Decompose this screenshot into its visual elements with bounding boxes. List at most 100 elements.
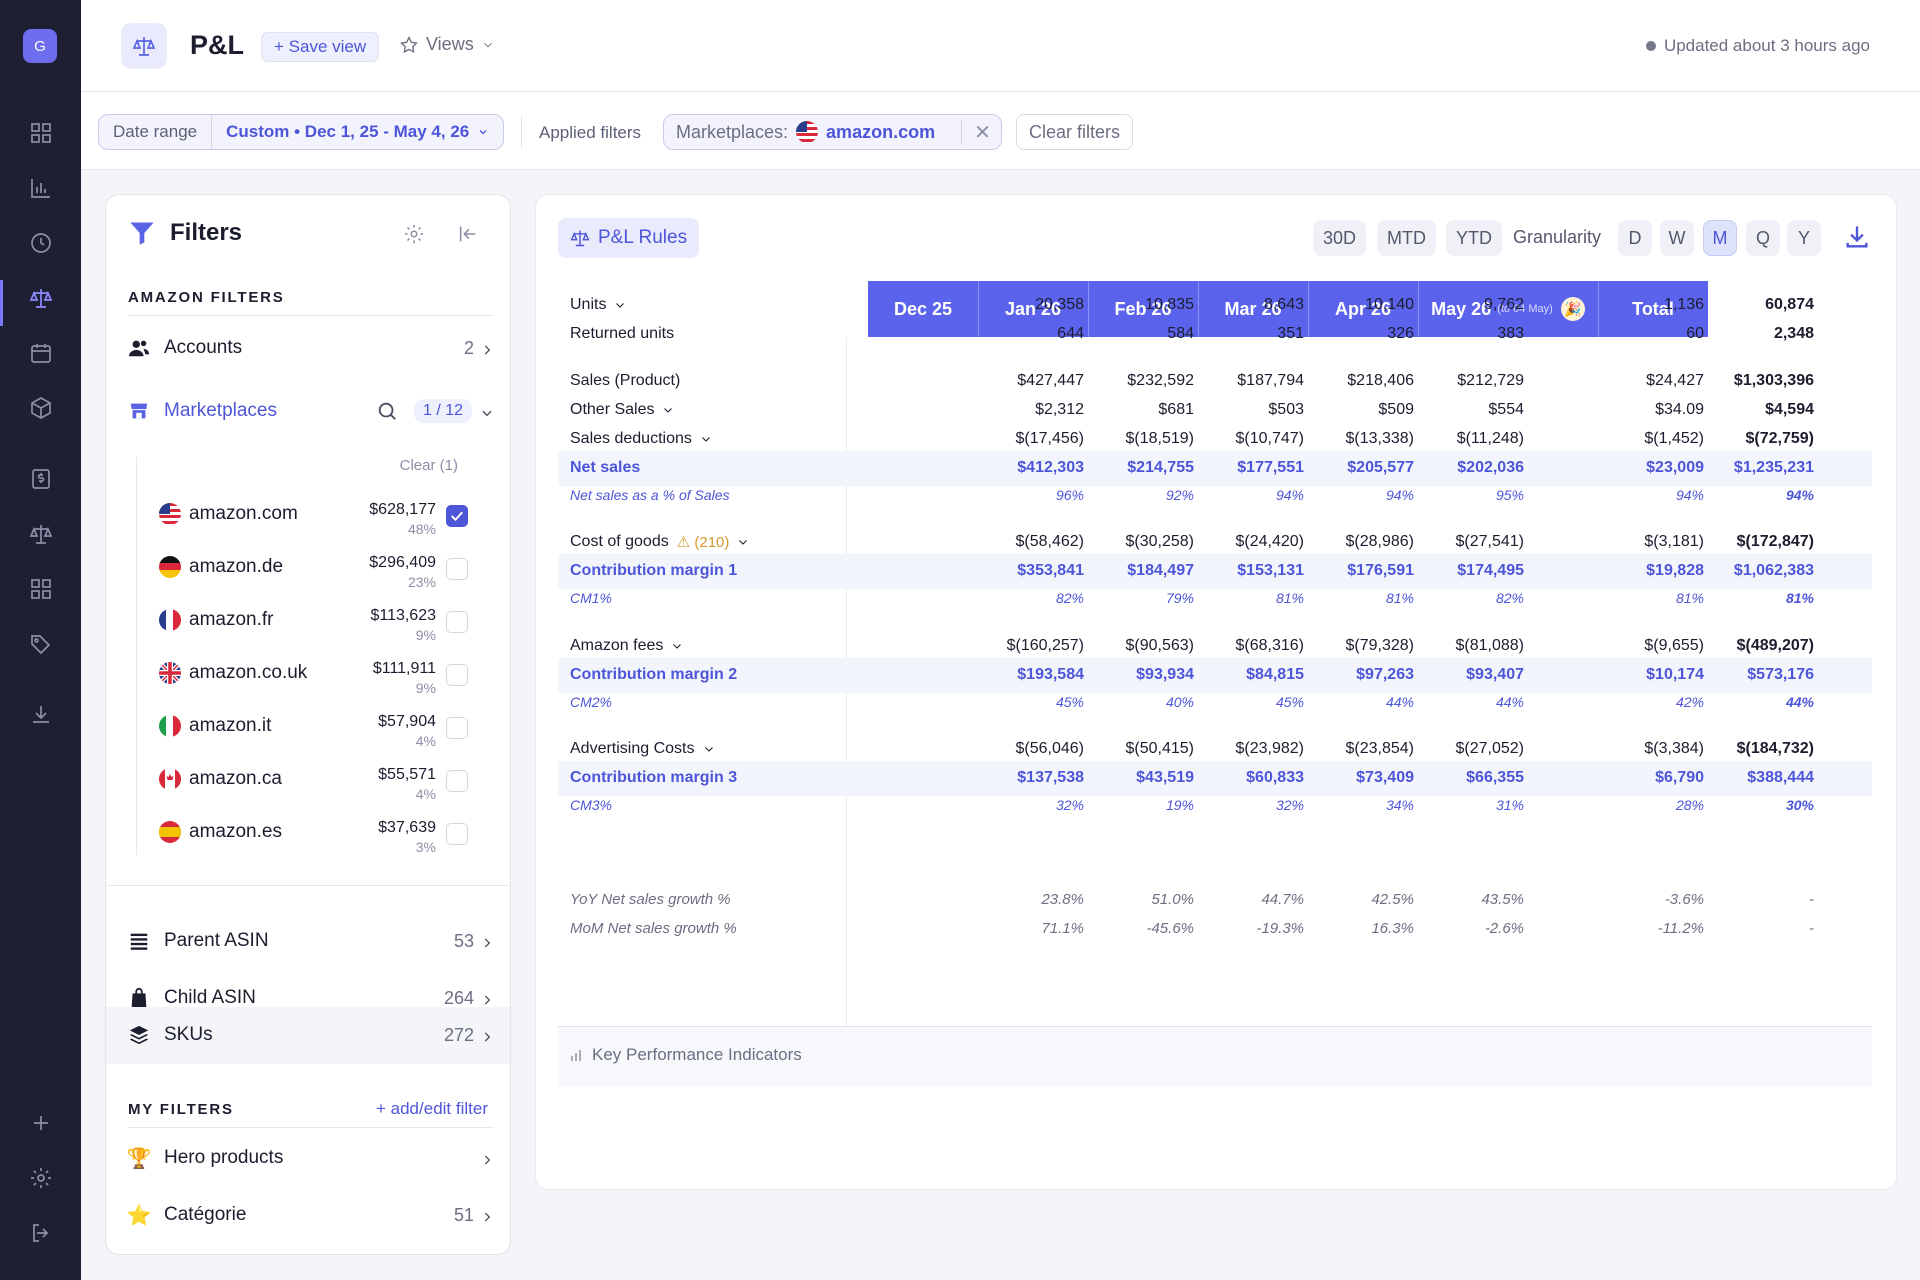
marketplace-row[interactable]: amazon.co.uk $111,911 9% [159,660,479,712]
filter-accounts[interactable]: Accounts 2 [128,326,494,370]
filter-child-asin[interactable]: Child ASIN 264 [128,976,494,1020]
save-view-button[interactable]: + Save view [261,32,380,62]
marketplace-row[interactable]: amazon.fr $113,623 9% [159,607,479,659]
date-range-text: Custom • Dec 1, 25 - May 4, 26 [226,122,470,141]
add-edit-filter-link[interactable]: + add/edit filter [376,1099,488,1118]
chevron-down-icon [483,42,492,47]
dollar-doc-icon[interactable] [24,462,58,496]
date-range-value[interactable]: Custom • Dec 1, 25 - May 4, 26 [212,122,503,142]
granularity-y-button[interactable]: Y [1787,220,1821,256]
clear-marketplaces-link[interactable]: Clear (1) [399,457,458,474]
gear-icon[interactable] [401,221,427,247]
download-icon[interactable] [24,698,58,732]
pnl-rules-button[interactable]: P&L Rules [558,218,700,258]
dashboard-icon[interactable] [24,116,58,150]
marketplace-checkbox[interactable] [446,558,468,580]
history-icon[interactable] [24,226,58,260]
cell-value: $93,934 [1136,666,1194,683]
row-label: Net sales [570,459,640,477]
row-label[interactable]: Sales deductions [570,430,712,448]
marketplace-filter-chip[interactable]: Marketplaces: amazon.com ✕ [663,114,1002,150]
settings-icon[interactable] [24,1161,58,1195]
cell-value: $4,594 [1765,401,1814,418]
clear-filters-button[interactable]: Clear filters [1016,114,1134,150]
marketplace-row[interactable]: amazon.de $296,409 23% [159,554,479,606]
kpi-title-text: Key Performance Indicators [592,1045,802,1064]
cell-value: 94% [1675,487,1704,503]
balance-icon[interactable] [24,517,58,551]
marketplace-name: amazon.it [189,715,272,736]
cell-value: 30% [1785,797,1814,813]
pnl-scale-icon[interactable] [24,281,58,315]
cell-value: 32% [1055,797,1084,813]
tags-icon[interactable] [24,627,58,661]
table-row[interactable]: Advertising Costs $(56,046) $(50,415) $(23,… [558,732,1872,767]
filter-hero-products[interactable]: 🏆 Hero products [127,1136,494,1180]
row-label[interactable]: Units [570,296,626,314]
views-dropdown[interactable]: Views [399,34,495,55]
grid-icon[interactable] [24,572,58,606]
marketplace-share: 3% [415,839,436,855]
logout-icon[interactable] [24,1216,58,1250]
period-mtd-button[interactable]: MTD [1377,220,1436,256]
warning-icon[interactable]: ⚠ (210) [676,534,730,551]
status-dot [1645,41,1656,51]
filter-parent-asin[interactable]: Parent ASIN 53 [128,919,494,963]
cell-value: $24,427 [1646,372,1704,389]
row-label[interactable]: Cost of goods ⚠ (210) [570,533,749,551]
marketplace-checkbox[interactable] [446,505,468,527]
pnl-rules-label: P&L Rules [598,227,688,248]
marketplace-row[interactable]: amazon.it $57,904 4% [159,713,479,765]
box-icon[interactable] [24,391,58,425]
calendar-icon[interactable] [24,336,58,370]
marketplace-row[interactable]: amazon.ca $55,571 4% [159,766,479,818]
row-label[interactable]: Other Sales [570,401,674,419]
cell-value: 81% [1275,590,1304,606]
granularity-m-button[interactable]: M [1703,220,1737,256]
table-row[interactable]: Amazon fees $(160,257) $(90,563) $(68,316) $… [558,629,1872,664]
row-label: CM2% [570,694,612,710]
kpi-section-title[interactable]: Key Performance Indicators [570,1045,802,1065]
cell-value: $184,497 [1127,562,1194,579]
download-icon[interactable] [1843,223,1871,251]
collapse-panel-icon[interactable] [455,221,481,247]
period-ytd-button[interactable]: YTD [1446,220,1502,256]
cell-value: 20,358 [1035,296,1084,313]
granularity-w-button[interactable]: W [1660,220,1694,256]
search-icon[interactable] [376,400,398,422]
cell-value: 94% [1785,487,1814,503]
cell-value: 92% [1165,487,1194,503]
filter-categorie[interactable]: ⭐ Catégorie 51 [127,1193,494,1237]
row-label[interactable]: Amazon fees [570,637,683,655]
cell-value: 383 [1497,325,1524,342]
bag-icon [128,987,150,1009]
cell-value: $(13,338) [1345,430,1415,447]
marketplace-checkbox[interactable] [446,770,468,792]
cell-value: 60 [1686,325,1704,342]
table-row[interactable]: Cost of goods ⚠ (210) $(58,462) $(30,258) $(… [558,525,1872,560]
row-label[interactable]: Advertising Costs [570,740,715,758]
marketplace-checkbox[interactable] [446,611,468,633]
date-range-picker[interactable]: Date range Custom • Dec 1, 25 - May 4, 2… [98,114,505,150]
marketplace-checkbox[interactable] [446,664,468,686]
granularity-q-button[interactable]: Q [1746,220,1780,256]
chevron-right-icon [480,1028,494,1042]
marketplace-row[interactable]: amazon.com $628,177 48% [159,501,479,553]
filter-skus[interactable]: SKUs 272 [128,1013,494,1057]
analytics-icon[interactable] [24,171,58,205]
uk-flag-icon [159,662,181,684]
period-30d-button[interactable]: 30D [1313,220,1367,256]
close-icon[interactable]: ✕ [961,119,991,145]
granularity-d-button[interactable]: D [1618,220,1652,256]
table-row[interactable]: Units 20,358 10,835 8,643 10,140 9,762 1,136 60… [558,288,1872,323]
table-row[interactable]: Sales deductions $(17,456) $(18,519) $(10,7… [558,422,1872,457]
table-row[interactable]: Other Sales $2,312 $681 $503 $509 $554 $34.09 $… [558,393,1872,428]
table-row: Contribution margin 1 $353,841 $184,497 $15… [558,554,1872,589]
plus-icon[interactable] [24,1106,58,1140]
filter-marketplaces[interactable]: Marketplaces 1 / 12 [128,389,494,433]
marketplace-row[interactable]: amazon.es $37,639 3% [159,819,479,871]
marketplace-checkbox[interactable] [446,823,468,845]
marketplace-checkbox[interactable] [446,717,468,739]
chevron-down-icon[interactable] [480,404,494,418]
workspace-logo[interactable]: G [23,29,57,63]
